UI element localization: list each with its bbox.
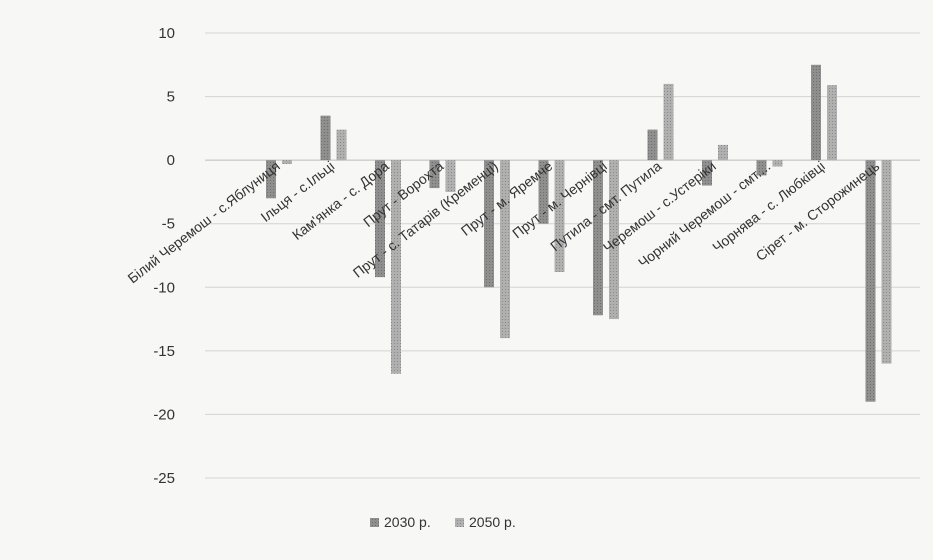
y-tick-label: -25 — [153, 470, 175, 487]
bar-2050-1 — [336, 129, 347, 161]
bar-2030-7 — [647, 129, 658, 161]
bar-2050-7 — [663, 83, 674, 161]
bar-2030-6 — [593, 160, 603, 316]
y-tick-label: -5 — [162, 216, 175, 233]
bars — [266, 64, 892, 402]
bar-2030-3 — [429, 160, 440, 189]
bar-2050-10 — [827, 85, 837, 161]
bar-2030-11 — [865, 160, 876, 402]
y-tick-label: 5 — [167, 89, 175, 106]
bar-2050-3 — [445, 160, 456, 192]
bar-2030-1 — [320, 115, 331, 161]
legend-label: 2050 р. — [469, 514, 516, 530]
legend-label: 2030 р. — [384, 514, 431, 530]
y-tick-label: 0 — [167, 152, 175, 169]
legend-swatch — [370, 518, 379, 527]
y-tick-label: -15 — [153, 343, 175, 360]
bar-2050-6 — [609, 160, 619, 320]
bar-2050-2 — [391, 160, 401, 374]
y-axis: 10 5 0 -5 -10 -15 -20 -25 — [153, 25, 175, 487]
bar-2050-8 — [718, 144, 728, 161]
bar-2030-8 — [702, 160, 712, 186]
y-tick-label: -10 — [153, 279, 175, 296]
bar-2030-9 — [756, 160, 767, 176]
y-tick-label: 10 — [158, 25, 175, 42]
bar-2030-0 — [266, 160, 276, 199]
bar-2030-5 — [538, 160, 549, 224]
legend-swatch — [455, 518, 464, 527]
bar-2050-0 — [282, 160, 292, 164]
y-tick-label: -20 — [153, 406, 175, 423]
legend: 2030 р. 2050 р. — [370, 514, 516, 530]
bar-2050-5 — [554, 160, 565, 273]
bar-2030-2 — [375, 160, 385, 278]
bar-2050-4 — [500, 160, 510, 339]
bar-2030-10 — [811, 64, 821, 161]
bar-2050-9 — [772, 160, 783, 167]
bar-2030-4 — [484, 160, 494, 288]
bar-2050-11 — [881, 160, 892, 364]
category-label: Білий Черемош - с.Яблуниця — [124, 158, 282, 287]
